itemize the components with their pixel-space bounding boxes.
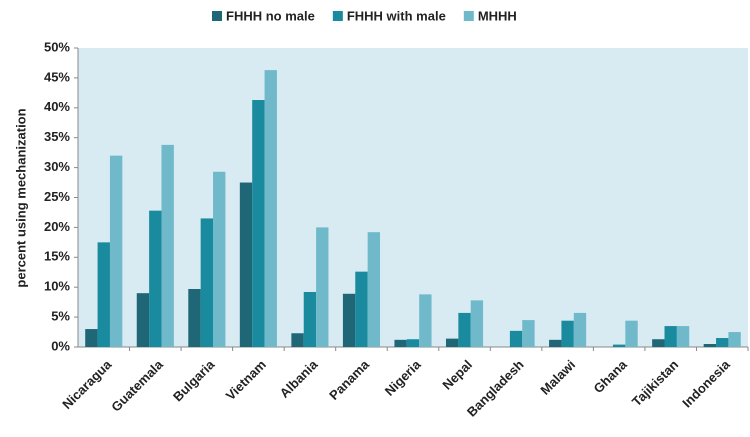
bar [264,70,277,347]
bar [188,288,201,347]
x-tick-label: Tajikistan [629,357,681,409]
legend-label: MHHH [478,8,517,23]
x-tick-label: Nepal [439,357,475,393]
bar [664,326,677,347]
bar [367,232,381,347]
bar [573,312,587,347]
x-tick-label: Bulgaria [170,356,218,404]
bar [676,326,690,347]
legend-swatch [332,11,343,21]
x-tick-label: Albania [277,356,321,400]
bar [316,227,329,347]
bar [394,339,407,347]
x-tick-label: Panama [326,356,372,402]
y-tick-label: 5% [51,309,70,324]
x-tick-label: Ghana [590,356,630,396]
x-tick-label: Nicaragua [59,356,115,412]
bar [716,338,729,347]
bar [549,339,562,347]
x-tick-label: Indonesia [679,356,733,410]
bar [728,332,741,347]
x-tick-label: Vietnam [223,357,269,403]
y-tick-label: 45% [44,69,70,84]
bar [85,329,98,347]
y-tick-label: 10% [44,279,70,294]
y-tick-label: 15% [44,249,70,264]
y-axis-label: percent using mechanization [13,108,28,287]
bar [213,171,226,347]
y-tick-label: 40% [44,99,70,114]
bar [445,338,459,347]
y-tick-label: 20% [44,219,70,234]
bar [458,312,471,347]
bar [161,144,174,347]
bar [703,344,717,347]
bar [200,218,214,347]
bar [419,294,432,347]
bar [509,330,523,347]
bar [303,291,317,347]
bar [109,155,123,347]
bar [149,210,162,347]
bar [625,320,638,347]
y-tick-label: 0% [51,338,70,353]
x-tick-label: Guatemala [108,356,166,414]
legend-swatch [212,11,222,21]
y-tick-label: 25% [44,189,70,204]
plot-area [78,48,748,347]
legend: FHHH no male FHHH with male MHHH [212,8,517,23]
bar [470,300,484,347]
bar [406,339,420,347]
legend-swatch [463,11,474,21]
y-tick-label: 50% [44,39,70,54]
bar [136,293,150,347]
y-tick-label: 30% [44,159,70,174]
bar [342,293,356,347]
legend-label: FHHH no male [226,8,315,23]
bar [522,320,535,347]
bar [652,339,665,347]
bar [612,344,626,347]
bar [561,320,574,347]
legend-label: FHHH with male [347,8,446,23]
bar [291,333,304,347]
bar [97,242,110,347]
x-tick-label: Malawi [537,357,578,398]
bar [252,100,265,347]
bar [355,271,368,347]
x-tick-label: Nigeria [382,356,424,398]
y-tick-label: 35% [44,129,70,144]
bar [239,182,253,347]
